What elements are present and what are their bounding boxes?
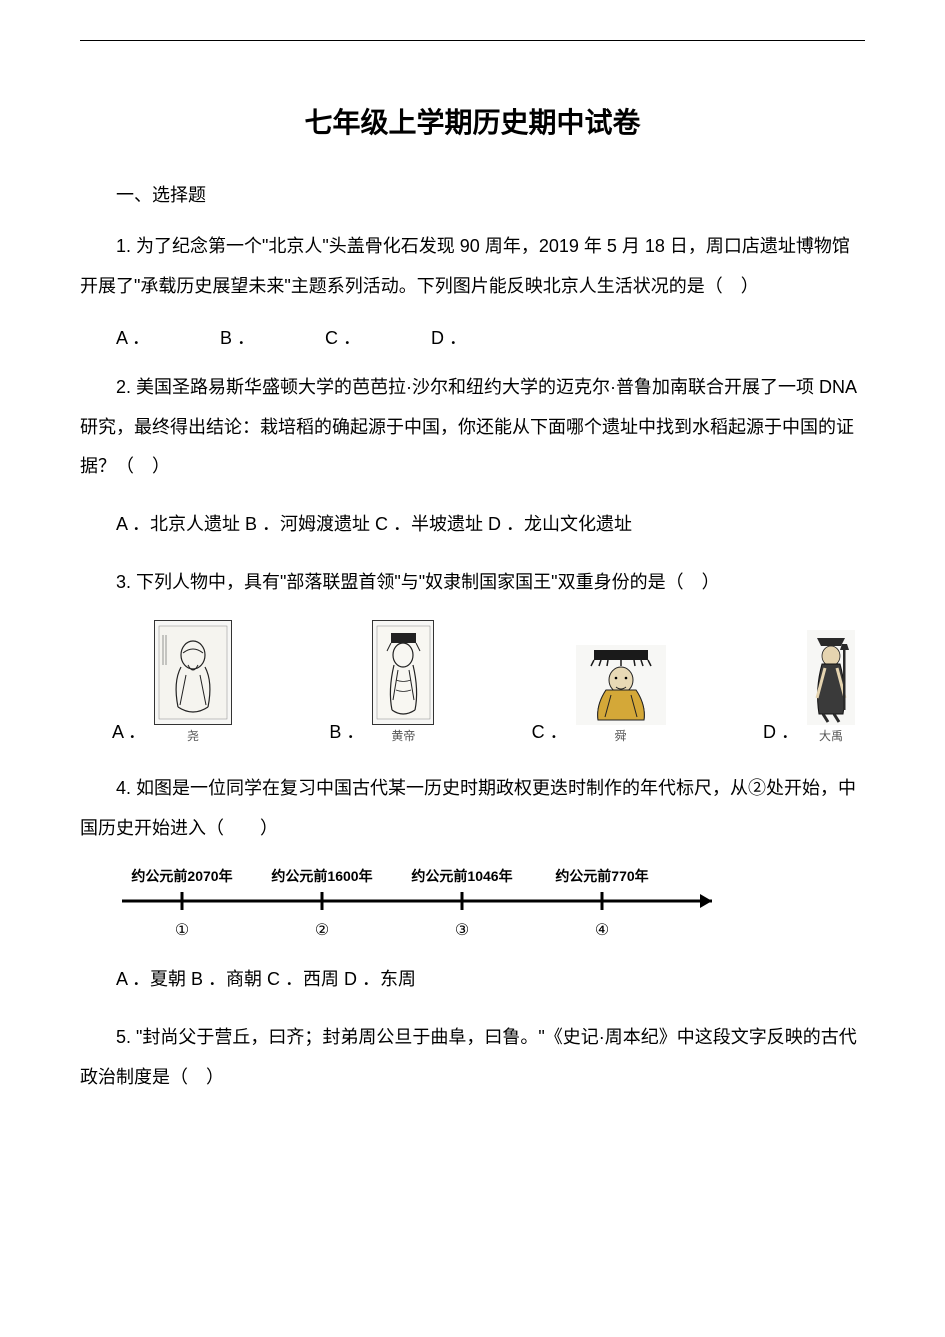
timeline-bottom-numbers: ① ② ③ ④ [112, 920, 865, 940]
question-3-options: A ． 尧 B ． [80, 620, 865, 744]
question-3: 3. 下列人物中，具有"部落联盟首领"与"奴隶制国家国王"双重身份的是（ ） [80, 563, 865, 603]
tl-num-1: ① [112, 920, 252, 940]
q1-opt-c: C ． [325, 324, 361, 350]
tl-label-4: 约公元前770年 [532, 866, 672, 886]
caption-dayu: 大禹 [819, 727, 843, 744]
q1-opt-b: B ． [220, 324, 255, 350]
q3-option-b: B ． 黄帝 [329, 620, 434, 744]
tl-num-3: ③ [392, 920, 532, 940]
timeline-top-labels: 约公元前2070年 约公元前1600年 约公元前1046年 约公元前770年 [112, 866, 865, 886]
q3-label-a: A ． [112, 718, 146, 744]
q3-option-c: C ． 舜 [532, 645, 666, 744]
question-2-options: A ．北京人遗址 B ．河姆渡遗址 C ．半坡遗址 D ．龙山文化遗址 [80, 505, 865, 545]
q3-option-d: D ． 大禹 [763, 630, 855, 744]
q3-figure-b: 黄帝 [372, 620, 434, 744]
q1-opt-d: D ． [431, 324, 467, 350]
portrait-dayu [807, 630, 855, 725]
timeline-chart: 约公元前2070年 约公元前1600年 约公元前1046年 约公元前770年 ①… [112, 866, 865, 940]
question-4: 4. 如图是一位同学在复习中国古代某一历史时期政权更迭时制作的年代标尺，从②处开… [80, 769, 865, 848]
question-1-options: A ． B ． C ． D ． [80, 324, 865, 350]
question-5: 5. "封尚父于营丘，曰齐；封弟周公旦于曲阜，曰鲁。"《史记·周本纪》中这段文字… [80, 1018, 865, 1097]
q3-figure-a: 尧 [154, 620, 232, 744]
q3-option-a: A ． 尧 [112, 620, 232, 744]
question-1: 1. 为了纪念第一个"北京人"头盖骨化石发现 90 周年，2019 年 5 月 … [80, 227, 865, 306]
caption-huangdi: 黄帝 [391, 727, 415, 744]
q3-figure-c: 舜 [576, 645, 666, 744]
q3-label-b: B ． [329, 718, 364, 744]
top-divider [80, 40, 865, 41]
tl-label-1: 约公元前2070年 [112, 866, 252, 886]
q3-figure-d: 大禹 [807, 630, 855, 744]
q1-opt-a: A ． [116, 324, 150, 350]
tl-num-2: ② [252, 920, 392, 940]
caption-yao: 尧 [187, 727, 199, 744]
q3-label-d: D ． [763, 718, 799, 744]
question-2: 2. 美国圣路易斯华盛顿大学的芭芭拉·沙尔和纽约大学的迈克尔·普鲁加南联合开展了… [80, 368, 865, 487]
portrait-shun [576, 645, 666, 725]
portrait-yao [154, 620, 232, 725]
timeline-arrow-icon [112, 886, 732, 918]
tl-label-2: 约公元前1600年 [252, 866, 392, 886]
q3-label-c: C ． [532, 718, 568, 744]
exam-title: 七年级上学期历史期中试卷 [80, 101, 865, 141]
question-4-options: A ．夏朝 B ．商朝 C ．西周 D ．东周 [80, 960, 865, 1000]
portrait-huangdi [372, 620, 434, 725]
tl-label-3: 约公元前1046年 [392, 866, 532, 886]
tl-num-4: ④ [532, 920, 672, 940]
caption-shun: 舜 [615, 727, 627, 744]
section-heading: 一、选择题 [80, 181, 865, 207]
